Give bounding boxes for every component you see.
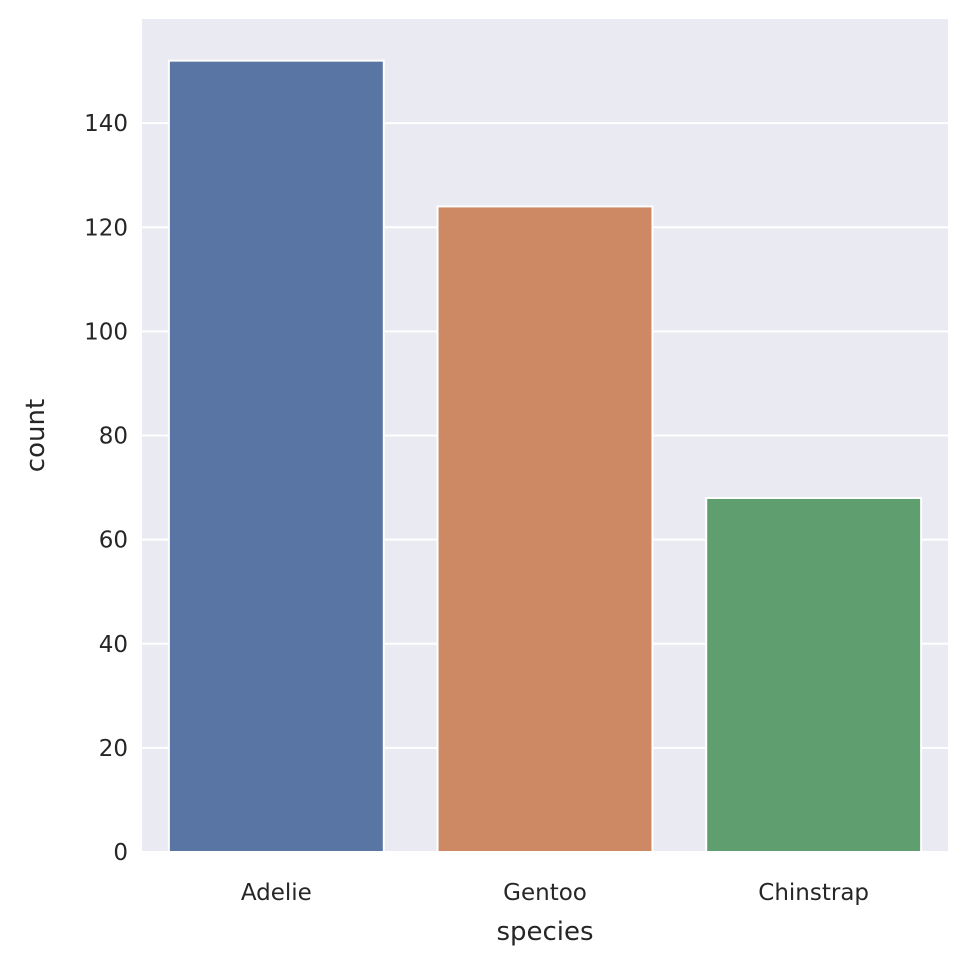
y-tick-label: 20: [99, 736, 128, 762]
x-tick-labels: Adelie Gentoo Chinstrap: [241, 880, 869, 906]
bar-adelie: [167, 59, 385, 853]
x-axis-label: species: [496, 917, 593, 947]
bars: [167, 59, 923, 854]
x-tick-label: Chinstrap: [758, 880, 869, 906]
x-tick-label: Gentoo: [503, 880, 587, 906]
y-tick-labels: 0 20 40 60 80 100 120 140: [84, 111, 128, 866]
y-tick-label: 0: [113, 840, 128, 866]
bar-chinstrap: [705, 496, 923, 853]
y-axis-label: count: [21, 399, 51, 472]
y-tick-label: 120: [84, 215, 128, 241]
x-tick-label: Adelie: [241, 880, 312, 906]
y-tick-label: 40: [99, 632, 128, 658]
bar-gentoo: [436, 205, 654, 854]
y-tick-label: 80: [99, 424, 128, 450]
y-tick-label: 100: [84, 319, 128, 345]
y-tick-label: 140: [84, 111, 128, 137]
y-tick-label: 60: [99, 528, 128, 554]
